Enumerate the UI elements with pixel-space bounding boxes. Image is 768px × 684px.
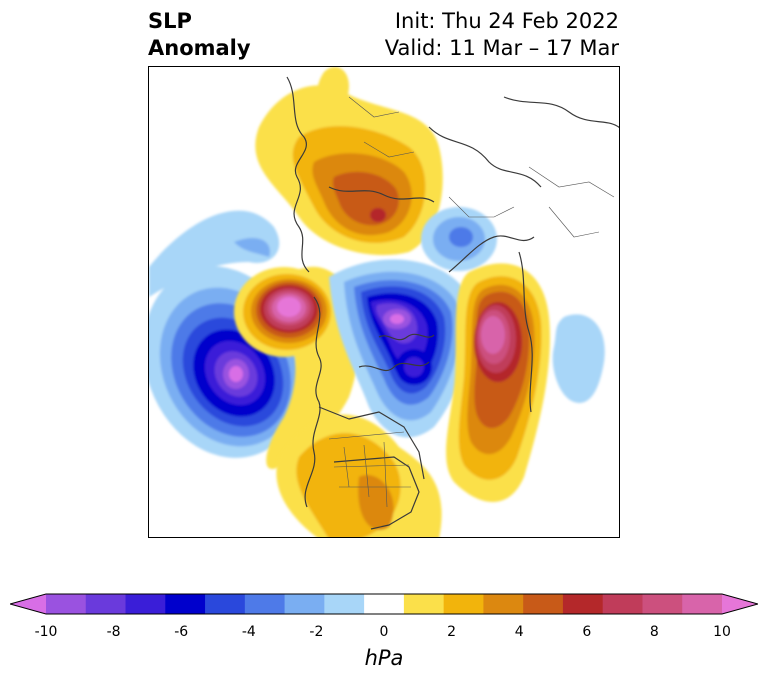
central-atlantic-low: [552, 314, 605, 403]
colorbar-cell: [205, 594, 246, 614]
colorbar-cell: [85, 594, 127, 614]
colorbar-tick-label: 8: [649, 624, 659, 640]
canadian-arctic-low: [329, 259, 472, 438]
colorbar-cell: [125, 594, 166, 614]
valid-range: Valid: 11 Mar – 17 Mar: [384, 36, 619, 60]
forecast-dates: Init: Thu 24 Feb 2022 Valid: 11 Mar – 17…: [385, 8, 619, 62]
colorbar-tick-label: -4: [241, 624, 256, 640]
colorbar-tick-label: 0: [379, 624, 389, 640]
colorbar-tick-label: 2: [447, 624, 457, 640]
colorbar-tick-label: -6: [174, 624, 189, 640]
colorbar-tick-label: -10: [34, 624, 58, 640]
north-atlantic-high: [446, 263, 550, 502]
title-anomaly: Anomaly: [148, 36, 251, 60]
colorbar-outline: [10, 593, 758, 615]
colorbar-cell: [165, 594, 206, 614]
colorbar: [10, 593, 758, 615]
colorbar-max-extend-arrow: [722, 594, 758, 614]
colorbar-unit-label: hPa: [364, 646, 404, 670]
colorbar-cell: [324, 594, 365, 614]
colorbar-cell: [562, 594, 604, 614]
init-date: Init: Thu 24 Feb 2022: [394, 9, 619, 33]
colorbar-cell: [443, 594, 484, 614]
map-canvas: [149, 67, 619, 537]
colorbar-cell: [364, 594, 405, 614]
colorbar-tick-label: -8: [106, 624, 121, 640]
colorbar-cell: [523, 594, 564, 614]
siberian-high: [255, 67, 443, 256]
colorbar-cell: [46, 594, 87, 614]
colorbar-min-extend-arrow: [10, 594, 46, 614]
political-borders: [328, 96, 615, 508]
colorbar-cell: [244, 594, 286, 614]
colorbar-tick-label: 4: [514, 624, 524, 640]
anomaly-map: [148, 66, 620, 538]
title-variable: SLP: [148, 9, 192, 33]
map-title: SLP Anomaly: [148, 8, 251, 62]
colorbar-tick-label: 10: [713, 624, 731, 640]
colorbar-cell: [682, 594, 723, 614]
coastlines: [286, 76, 619, 530]
scandinavia-low: [421, 207, 497, 271]
colorbar-cell: [403, 594, 445, 614]
colorbar-cell: [602, 594, 643, 614]
colorbar-tick-label: 6: [582, 624, 592, 640]
colorbar-cell: [642, 594, 683, 614]
colorbar-cell: [284, 594, 325, 614]
colorbar-cell: [483, 594, 524, 614]
colorbar-tick-label: -2: [309, 624, 324, 640]
